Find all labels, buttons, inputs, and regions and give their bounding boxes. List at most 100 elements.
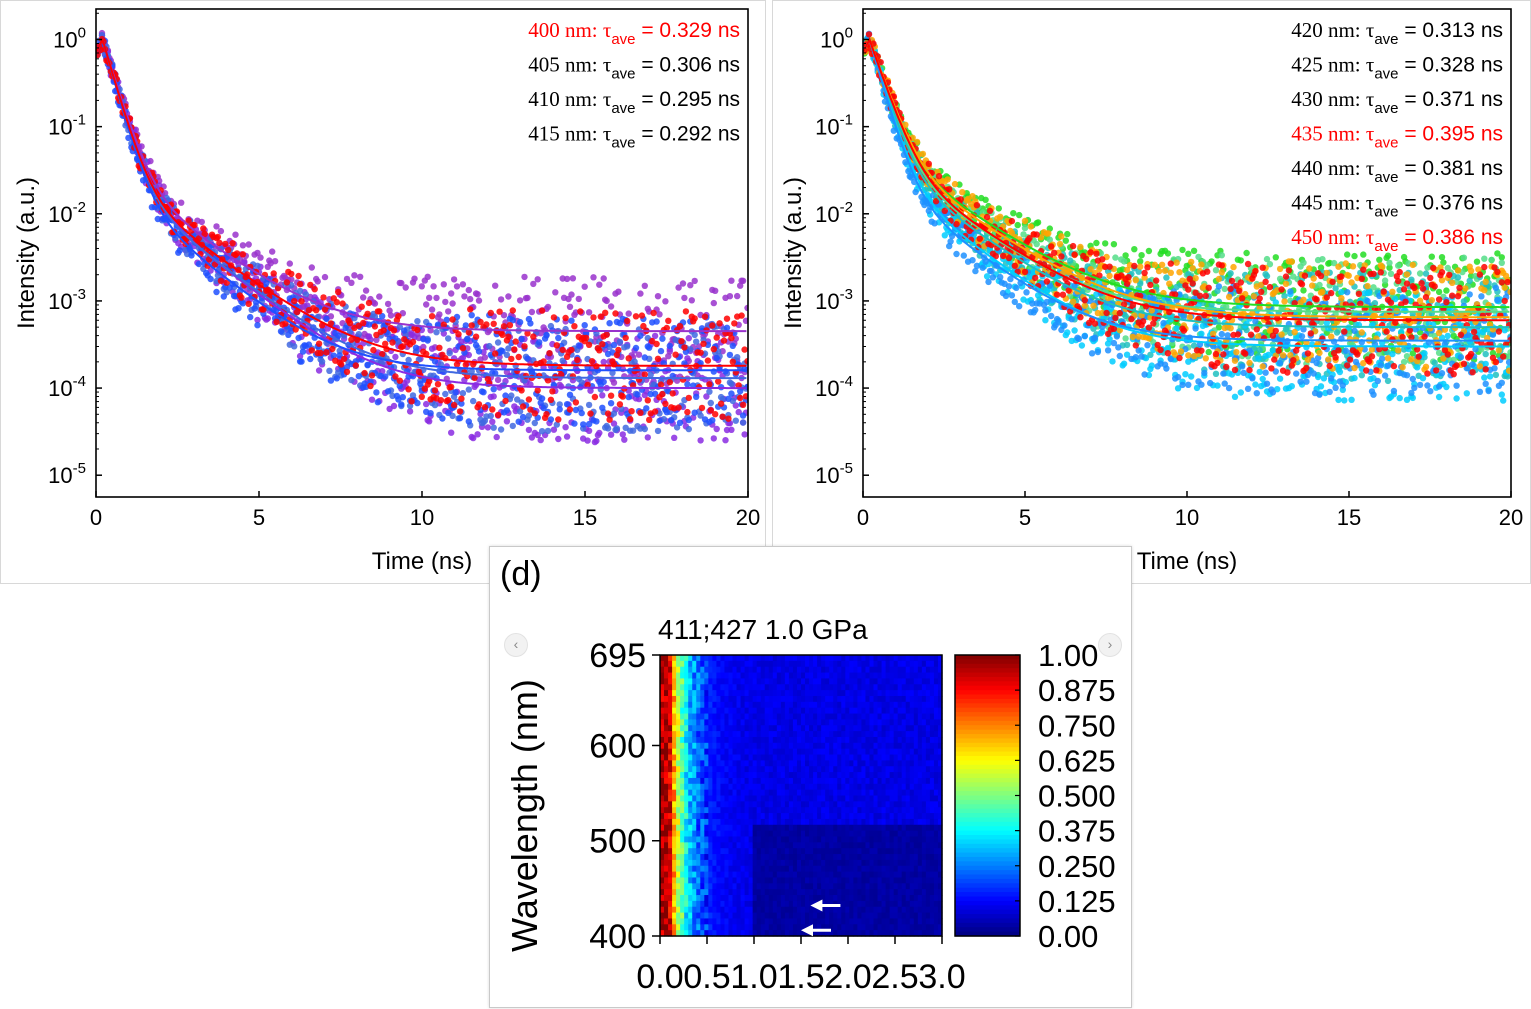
data-point: [612, 310, 618, 316]
data-point: [511, 346, 517, 352]
data-point: [605, 425, 611, 431]
data-point: [560, 347, 566, 353]
data-point: [287, 260, 293, 266]
data-point: [1386, 260, 1392, 266]
data-point: [1133, 277, 1139, 283]
data-point: [731, 320, 737, 326]
data-point: [1311, 275, 1317, 281]
lifetime-annotation: 415 nm: τave = 0.292 ns: [528, 122, 740, 152]
data-point: [658, 348, 664, 354]
data-point: [1481, 374, 1487, 380]
data-point: [309, 264, 315, 270]
data-point: [604, 298, 610, 304]
data-point: [467, 306, 473, 312]
data-point: [445, 410, 451, 416]
data-point: [505, 334, 511, 340]
data-point: [313, 307, 319, 313]
data-point: [740, 419, 746, 425]
data-point: [677, 323, 683, 329]
data-point: [1115, 344, 1121, 350]
data-point: [984, 273, 990, 279]
data-point: [1185, 352, 1191, 358]
data-point: [338, 361, 344, 367]
data-point: [573, 407, 579, 413]
data-point: [1061, 322, 1067, 328]
data-point: [599, 341, 605, 347]
data-point: [178, 200, 184, 206]
data-point: [1032, 307, 1038, 313]
data-point: [508, 392, 514, 398]
data-point: [1238, 257, 1244, 263]
data-point: [554, 342, 560, 348]
data-point: [370, 347, 376, 353]
data-point: [339, 300, 345, 306]
data-point: [215, 234, 221, 240]
data-point: [463, 362, 469, 368]
data-point: [257, 254, 263, 260]
data-point: [681, 295, 687, 301]
data-point: [562, 315, 568, 321]
data-point: [1207, 380, 1213, 386]
data-point: [247, 314, 253, 320]
data-point: [363, 287, 369, 293]
data-point: [234, 250, 240, 256]
data-point: [1168, 270, 1174, 276]
data-point: [658, 381, 664, 387]
data-point: [254, 263, 260, 269]
data-point: [1198, 382, 1204, 388]
data-point: [288, 271, 294, 277]
data-point: [615, 347, 621, 353]
data-point: [1332, 385, 1338, 391]
data-point: [1219, 252, 1225, 258]
data-point: [714, 334, 720, 340]
data-point: [693, 339, 699, 345]
data-point: [1499, 380, 1505, 386]
data-point: [398, 401, 404, 407]
data-point: [623, 335, 629, 341]
data-point: [457, 415, 463, 421]
data-point: [988, 268, 994, 274]
data-point: [482, 404, 488, 410]
data-point: [427, 410, 433, 416]
data-point: [1121, 258, 1127, 264]
data-point: [504, 418, 510, 424]
data-point: [741, 346, 747, 352]
data-point: [686, 335, 692, 341]
data-point: [1201, 370, 1207, 376]
data-point: [692, 410, 698, 416]
data-point: [298, 358, 304, 364]
data-point: [495, 339, 501, 345]
data-point: [476, 348, 482, 354]
data-point: [1131, 246, 1137, 252]
data-point: [706, 389, 712, 395]
series-0: [94, 30, 750, 388]
data-point: [1069, 316, 1075, 322]
data-point: [471, 375, 477, 381]
data-point: [1198, 261, 1204, 267]
data-point: [1273, 254, 1279, 260]
data-point: [1332, 285, 1338, 291]
data-point: [520, 414, 526, 420]
data-point: [480, 389, 486, 395]
data-point: [624, 318, 630, 324]
data-point: [507, 322, 513, 328]
data-point: [1309, 282, 1315, 288]
data-point: [369, 397, 375, 403]
data-point: [593, 438, 599, 444]
data-point: [1488, 257, 1494, 263]
data-point: [429, 346, 435, 352]
data-point: [300, 348, 306, 354]
data-point: [455, 331, 461, 337]
data-point: [582, 322, 588, 328]
data-point: [681, 344, 687, 350]
data-point: [489, 419, 495, 425]
data-point: [526, 396, 532, 402]
data-point: [714, 355, 720, 361]
data-point: [442, 391, 448, 397]
data-point: [1009, 292, 1015, 298]
data-point: [1185, 251, 1191, 257]
data-point: [642, 426, 648, 432]
data-point: [439, 415, 445, 421]
data-point: [529, 309, 535, 315]
data-point: [656, 418, 662, 424]
